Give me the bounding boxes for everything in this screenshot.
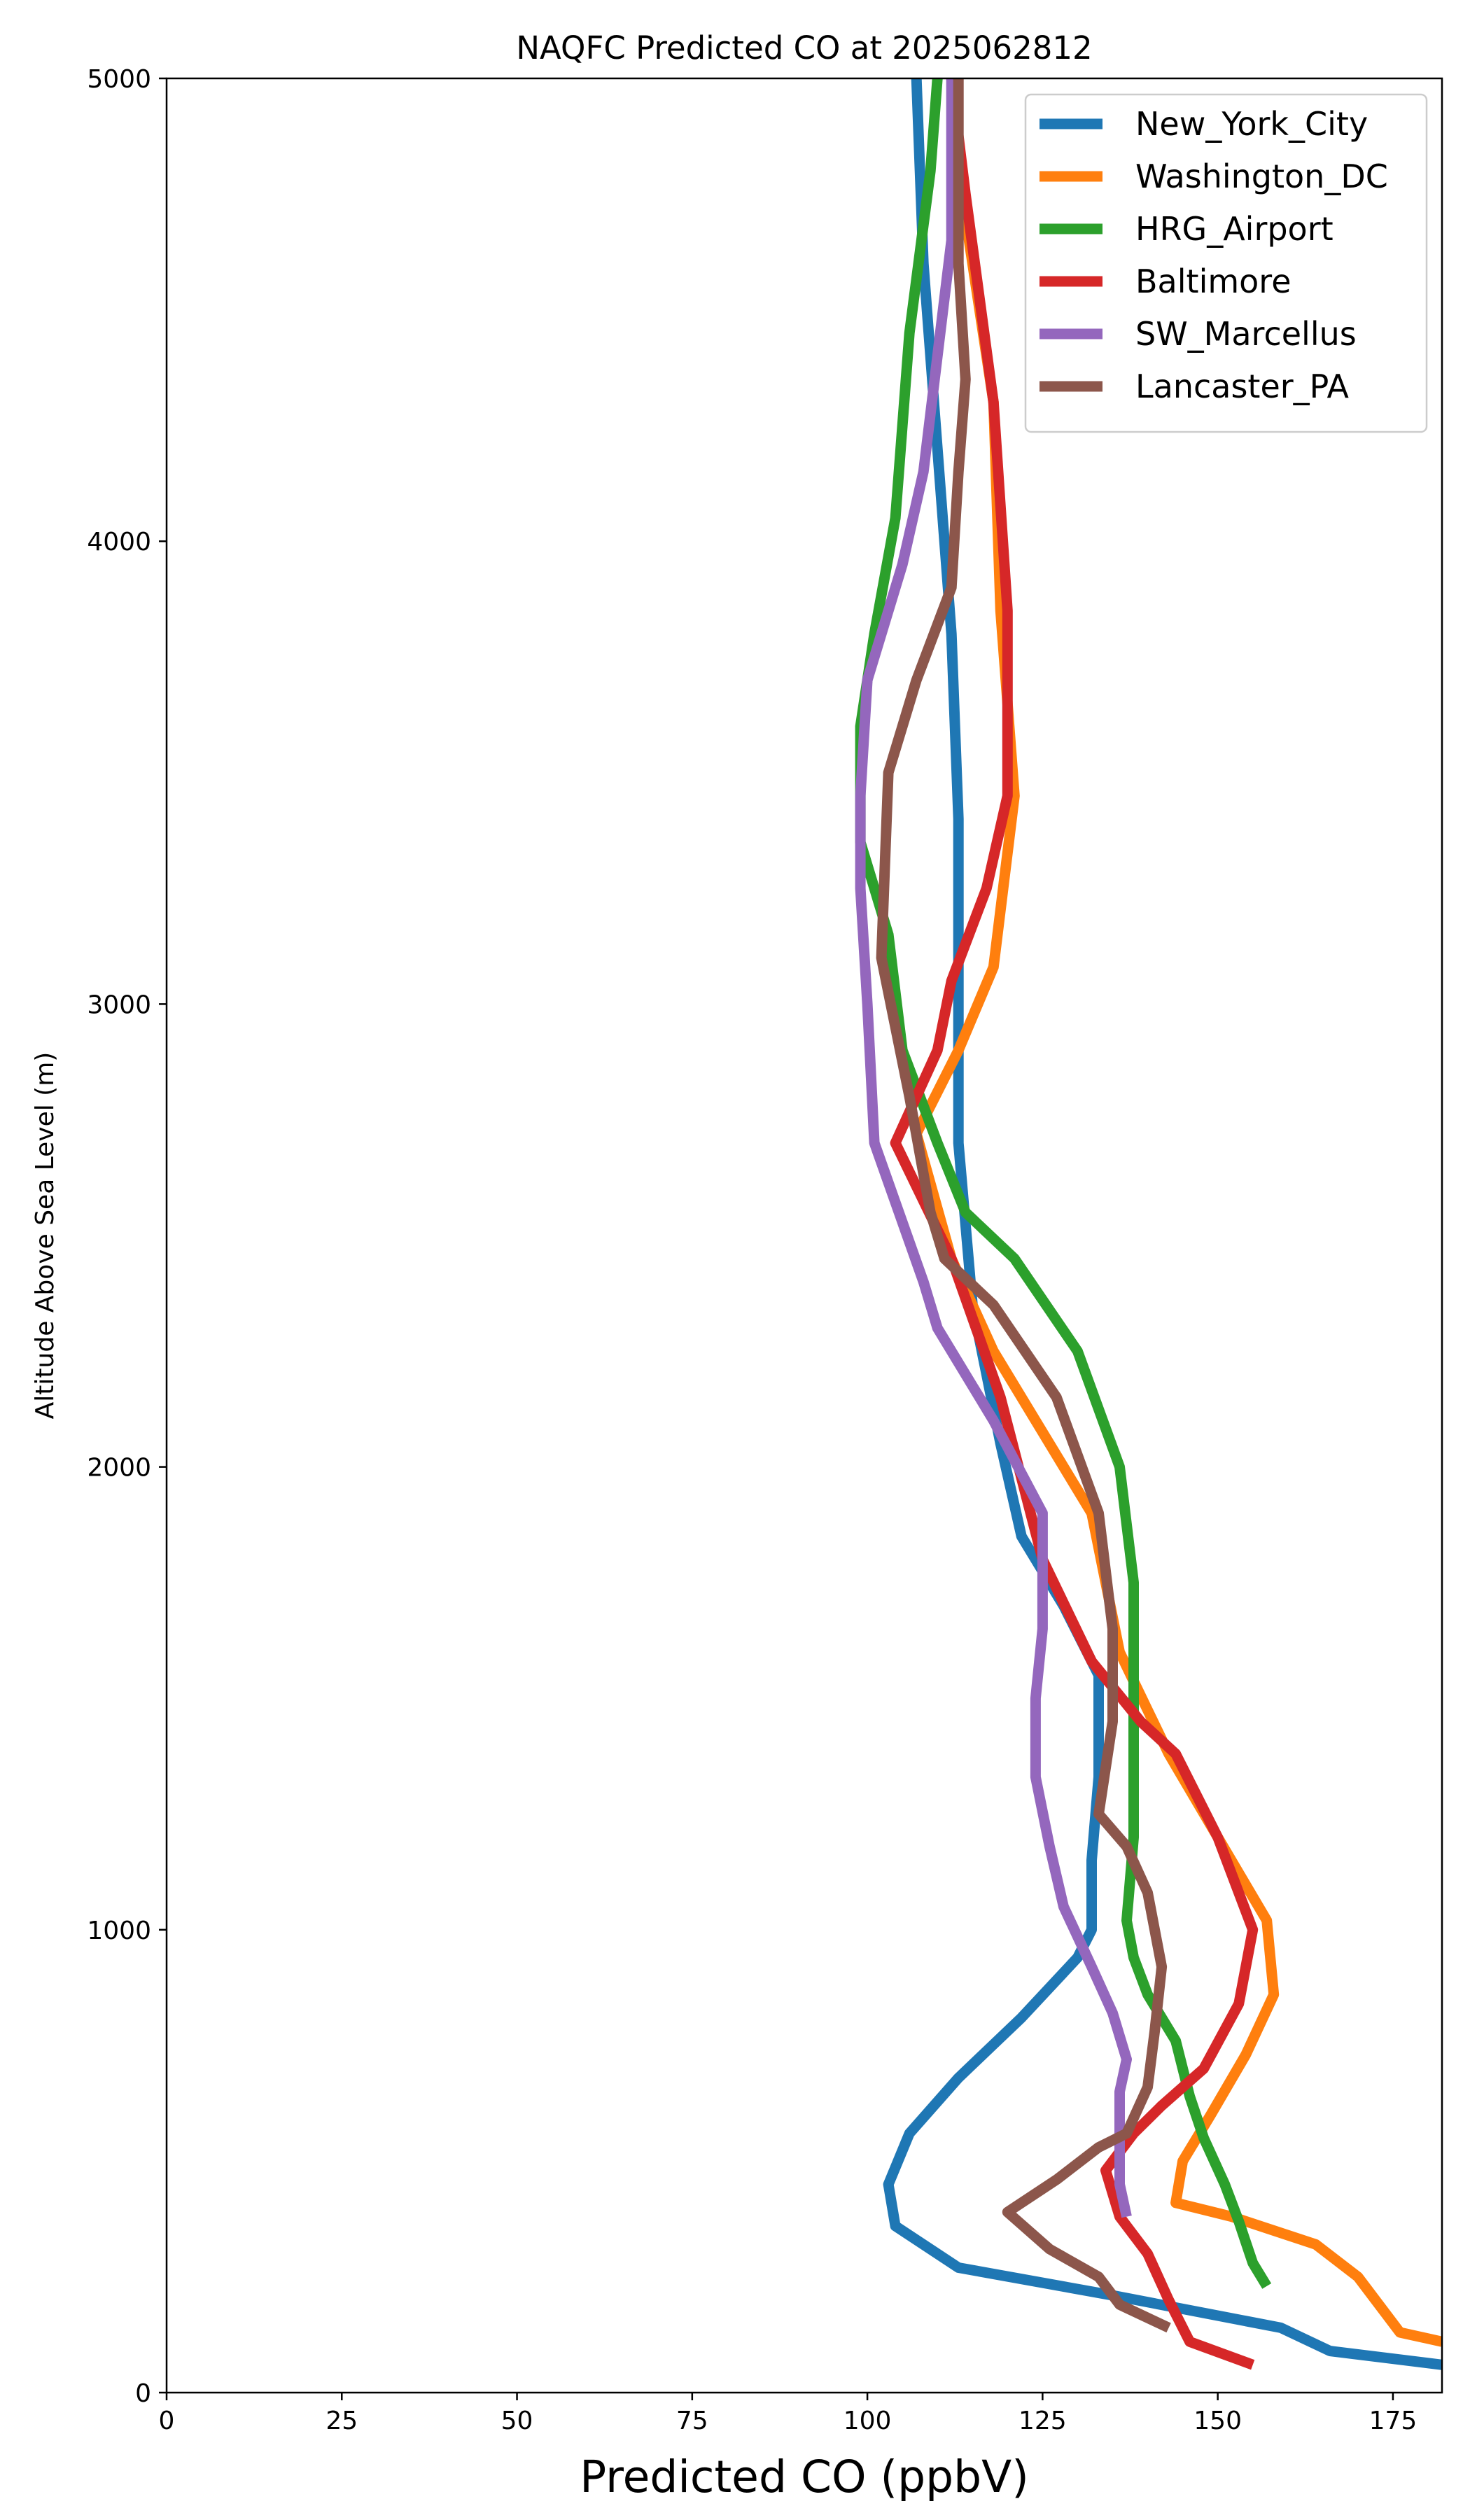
series-line-new-york-city [883,78,1442,2370]
legend-box [1024,93,1428,433]
x-tick-label: 150 [1194,2407,1242,2435]
x-tick-label: 175 [1369,2407,1418,2435]
y-tick-label: 5000 [87,65,151,94]
y-axis-ticks: 0 1000 2000 3000 4000 5000 [87,65,167,2408]
chart-title: NAQFC Predicted CO at 2025062812 [516,29,1092,66]
legend-label: Baltimore [1135,262,1292,300]
legend-label: New_York_City [1135,105,1368,143]
x-tick-label: 0 [159,2407,175,2435]
y-tick-label: 2000 [87,1454,151,1483]
x-tick-label: 50 [501,2407,533,2435]
y-tick-label: 3000 [87,990,151,1019]
y-tick-label: 0 [135,2379,151,2408]
x-tick-label: 100 [844,2407,892,2435]
legend-label: Lancaster_PA [1135,368,1349,405]
legend: New_York_City Washington_DC HRG_Airport Bal… [1024,93,1428,433]
y-tick-label: 1000 [87,1917,151,1945]
legend-label: HRG_Airport [1135,210,1334,248]
plot-frame [165,77,1443,2394]
series-line-baltimore [890,78,1259,2370]
x-tick-label: 25 [326,2407,358,2435]
y-axis-label: Altitude Above Sea Level (m) [31,1052,59,1420]
series-line-washington-dc [911,78,1442,2347]
x-tick-label: 75 [676,2407,708,2435]
series-line-lancaster-pa [876,78,1171,2333]
legend-label: SW_Marcellus [1135,315,1357,353]
y-tick-label: 4000 [87,528,151,556]
x-axis-ticks: 0 25 50 75 100 125 150 175 [159,2393,1418,2435]
legend-label: Washington_DC [1135,158,1388,195]
x-axis-label: Predicted CO (ppbV) [580,2451,1029,2502]
series-layer [855,78,1442,2370]
x-tick-label: 125 [1018,2407,1067,2435]
series-line-sw-marcellus [855,78,1132,2218]
